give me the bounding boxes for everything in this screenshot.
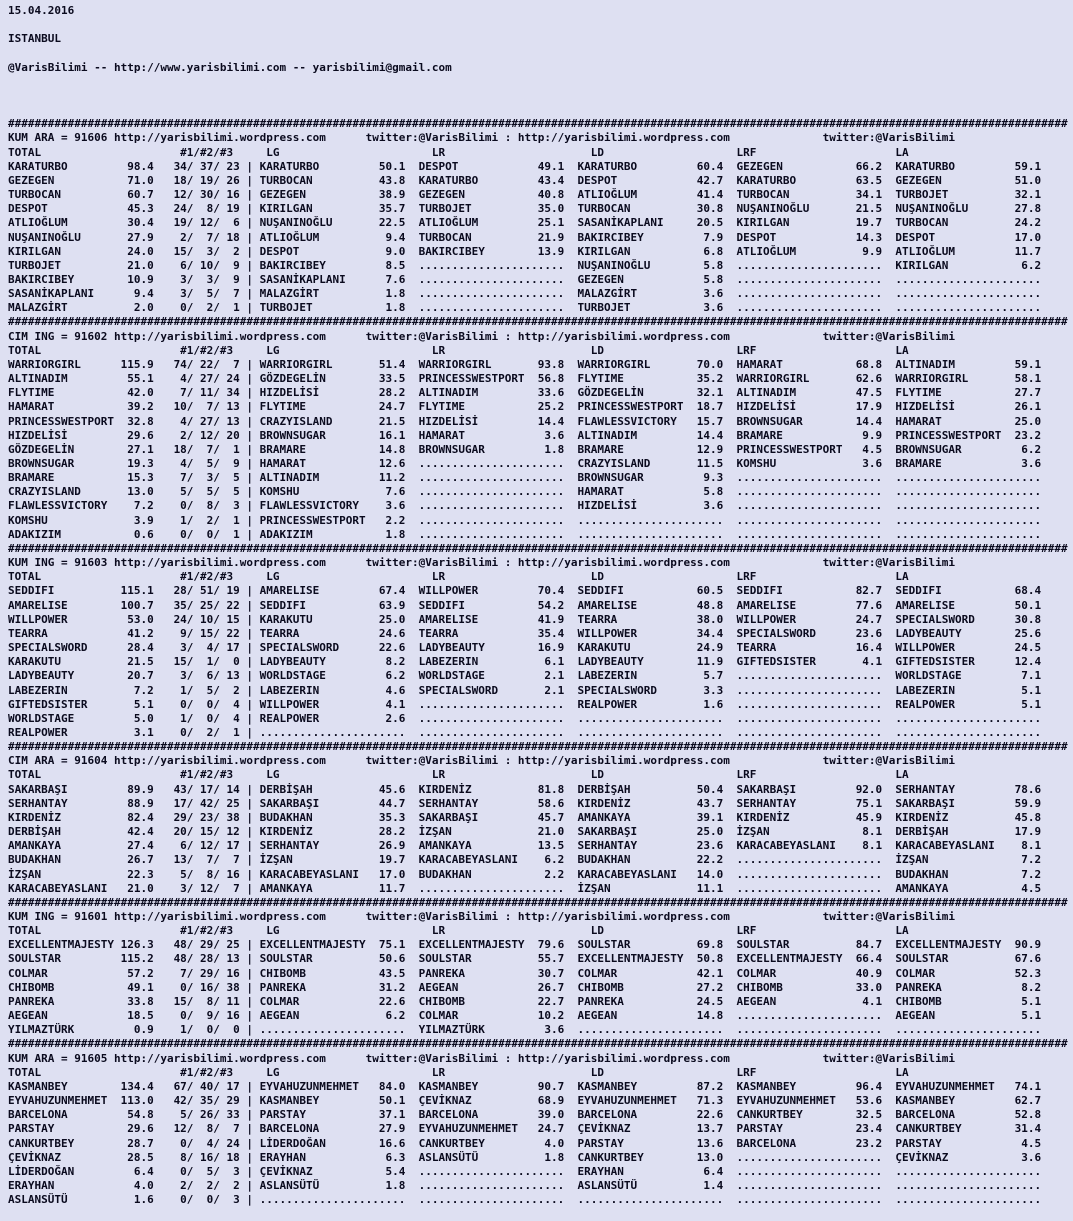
data-row: GEZEGEN 71.0 18/ 19/ 26 | TURBOCAN 43.8 … [8,173,1042,187]
data-row: CANKURTBEY 28.7 0/ 4/ 24 | LİDERDOĞAN 16… [8,1136,1042,1150]
data-row: ADAKIZIM 0.6 0/ 0/ 1 | ADAKIZIM 1.8 ....… [8,527,1042,541]
separator-line: ########################################… [8,1037,1068,1051]
data-row: PARSTAY 29.6 12/ 8/ 7 | BARCELONA 27.9 E… [8,1122,1042,1136]
section-title-4: CIM ARA = 91604 http://yarisbilimi.wordp… [8,754,956,768]
report-date: 15.04.2016 [8,4,75,17]
data-row: LABEZERIN 7.2 1/ 5/ 2 | LABEZERIN 4.6 SP… [8,683,1042,697]
data-row: TEARRA 41.2 9/ 15/ 22 | TEARRA 24.6 TEAR… [8,626,1042,640]
column-header-line: TOTAL #1/#2/#3 LG LR LD LRF LA [8,924,909,938]
data-row: YILMAZTÜRK 0.9 1/ 0/ 0 | ...............… [8,1023,1042,1037]
column-header-line: TOTAL #1/#2/#3 LG LR LD LRF LA [8,145,909,159]
column-header-line: TOTAL #1/#2/#3 LG LR LD LRF LA [8,768,909,782]
section-title-3: KUM ING = 91603 http://yarisbilimi.wordp… [8,556,956,570]
data-row: SASANİKAPLANI 9.4 3/ 5/ 7 | MALAZGİRT 1.… [8,287,1042,301]
data-row: DESPOT 45.3 24/ 8/ 19 | KIRILGAN 35.7 TU… [8,202,1042,216]
data-row: BUDAKHAN 26.7 13/ 7/ 7 | İZŞAN 19.7 KARA… [8,853,1042,867]
data-row: ALTINADIM 55.1 4/ 27/ 24 | GÖZDEGELİN 33… [8,372,1042,386]
data-row: SERHANTAY 88.9 17/ 42/ 25 | SAKARBAŞI 44… [8,796,1042,810]
section-title-2: CIM ING = 91602 http://yarisbilimi.wordp… [8,329,956,343]
column-header-line: TOTAL #1/#2/#3 LG LR LD LRF LA [8,570,909,584]
data-row: WORLDSTAGE 5.0 1/ 0/ 4 | REALPOWER 2.6 .… [8,711,1042,725]
data-row: AMANKAYA 27.4 6/ 12/ 17 | SERHANTAY 26.9… [8,839,1042,853]
data-row: SAKARBAŞI 89.9 43/ 17/ 14 | DERBİŞAH 45.… [8,782,1042,796]
data-row: DERBİŞAH 42.4 20/ 15/ 12 | KIRDENİZ 28.2… [8,825,1042,839]
data-row: HIZDELİSİ 29.6 2/ 12/ 20 | BROWNSUGAR 16… [8,428,1042,442]
column-header-line: TOTAL #1/#2/#3 LG LR LD LRF LA [8,343,909,357]
separator-line: ########################################… [8,117,1068,131]
data-row: EYVAHUZUNMEHMET 113.0 42/ 35/ 29 | KASMA… [8,1094,1042,1108]
data-row: WILLPOWER 53.0 24/ 10/ 15 | KARAKUTU 25.… [8,612,1042,626]
column-header-line: TOTAL #1/#2/#3 LG LR LD LRF LA [8,1065,909,1079]
data-row: BRAMARE 15.3 7/ 3/ 5 | ALTINADIM 11.2 ..… [8,471,1042,485]
data-row: TURBOJET 21.0 6/ 10/ 9 | BAKIRCIBEY 8.5 … [8,258,1042,272]
data-row: NUŞANINOĞLU 27.9 2/ 7/ 18 | ATLIOĞLUM 9.… [8,230,1042,244]
data-row: ATLIOĞLUM 30.4 19/ 12/ 6 | NUŞANINOĞLU 2… [8,216,1042,230]
data-row: ASLANSÜTÜ 1.6 0/ 0/ 3 | ................… [8,1193,1042,1207]
separator-line: ########################################… [8,740,1068,754]
data-row: EXCELLENTMAJESTY 126.3 48/ 29/ 25 | EXCE… [8,938,1042,952]
data-row: GIFTEDSISTER 5.1 0/ 0/ 4 | WILLPOWER 4.1… [8,697,1042,711]
data-row: GÖZDEGELİN 27.1 18/ 7/ 1 | BRAMARE 14.8 … [8,442,1042,456]
data-row: PANREKA 33.8 15/ 8/ 11 | COLMAR 22.6 CHI… [8,994,1042,1008]
data-row: İZŞAN 22.3 5/ 8/ 16 | KARACABEYASLANI 17… [8,867,1042,881]
data-row: WARRIORGIRL 115.9 74/ 22/ 7 | WARRIORGIR… [8,357,1042,371]
report-sections: ########################################… [8,117,1073,1207]
data-row: KARAKUTU 21.5 15/ 1/ 0 | LADYBEAUTY 8.2 … [8,655,1042,669]
report-contact: @VarisBilimi -- http://www.yarisbilimi.c… [8,60,452,74]
data-row: COLMAR 57.2 7/ 29/ 16 | CHIBOMB 43.5 PAN… [8,966,1042,980]
report-city: ISTANBUL [8,32,61,46]
data-row: HAMARAT 39.2 10/ 7/ 13 | FLYTIME 24.7 FL… [8,400,1042,414]
section-title-6: KUM ARA = 91605 http://yarisbilimi.wordp… [8,1051,956,1065]
data-row: BAKIRCIBEY 10.9 3/ 3/ 9 | SASANİKAPLANI … [8,272,1042,286]
data-row: SEDDIFI 115.1 28/ 51/ 19 | AMARELISE 67.… [8,584,1042,598]
section-title-5: KUM ING = 91601 http://yarisbilimi.wordp… [8,910,956,923]
data-row: LADYBEAUTY 20.7 3/ 6/ 13 | WORLDSTAGE 6.… [8,669,1042,683]
data-row: PRINCESSWESTPORT 32.8 4/ 27/ 13 | CRAZYI… [8,414,1042,428]
data-row: KIRILGAN 24.0 15/ 3/ 2 | DESPOT 9.0 BAKI… [8,244,1042,258]
data-row: FLYTIME 42.0 7/ 11/ 34 | HIZDELİSİ 28.2 … [8,386,1042,400]
data-row: KARATURBO 98.4 34/ 37/ 23 | KARATURBO 50… [8,159,1042,173]
data-row: LİDERDOĞAN 6.4 0/ 5/ 3 | ÇEVİKNAZ 5.4 ..… [8,1164,1042,1178]
data-row: REALPOWER 3.1 0/ 2/ 1 | ................… [8,725,1042,739]
data-row: BARCELONA 54.8 5/ 26/ 33 | PARSTAY 37.1 … [8,1108,1042,1122]
data-row: TURBOCAN 60.7 12/ 30/ 16 | GEZEGEN 38.9 … [8,188,1042,202]
data-row: SPECIALSWORD 28.4 3/ 4/ 17 | SPECIALSWOR… [8,641,1042,655]
data-row: ÇEVİKNAZ 28.5 8/ 16/ 18 | ERAYHAN 6.3 AS… [8,1150,1042,1164]
separator-line: ########################################… [8,895,1068,909]
blank-line [8,89,1073,103]
data-row: BROWNSUGAR 19.3 4/ 5/ 9 | HAMARAT 12.6 .… [8,457,1042,470]
section-title-1: KUM ARA = 91606 http://yarisbilimi.wordp… [8,131,956,145]
data-row: CRAZYISLAND 13.0 5/ 5/ 5 | KOMSHU 7.6 ..… [8,485,1042,499]
data-row: SOULSTAR 115.2 48/ 28/ 13 | SOULSTAR 50.… [8,952,1042,966]
data-row: AEGEAN 18.5 0/ 9/ 16 | AEGEAN 6.2 COLMAR… [8,1009,1042,1023]
data-row: ERAYHAN 4.0 2/ 2/ 2 | ASLANSÜTÜ 1.8 ....… [8,1178,1042,1192]
separator-line: ########################################… [8,541,1068,555]
separator-line: ########################################… [8,315,1068,329]
data-row: CHIBOMB 49.1 0/ 16/ 38 | PANREKA 31.2 AE… [8,980,1042,994]
data-row: KIRDENİZ 82.4 29/ 23/ 38 | BUDAKHAN 35.3… [8,810,1042,824]
data-row: FLAWLESSVICTORY 7.2 0/ 8/ 3 | FLAWLESSVI… [8,499,1042,513]
data-row: KARACABEYASLANI 21.0 3/ 12/ 7 | AMANKAYA… [8,881,1042,895]
data-row: KOMSHU 3.9 1/ 2/ 1 | PRINCESSWESTPORT 2.… [8,513,1042,527]
data-row: KASMANBEY 134.4 67/ 40/ 17 | EYVAHUZUNME… [8,1079,1042,1093]
data-row: MALAZGİRT 2.0 0/ 2/ 1 | TURBOJET 1.8 ...… [8,301,1042,315]
data-row: AMARELISE 100.7 35/ 25/ 22 | SEDDIFI 63.… [8,598,1042,612]
